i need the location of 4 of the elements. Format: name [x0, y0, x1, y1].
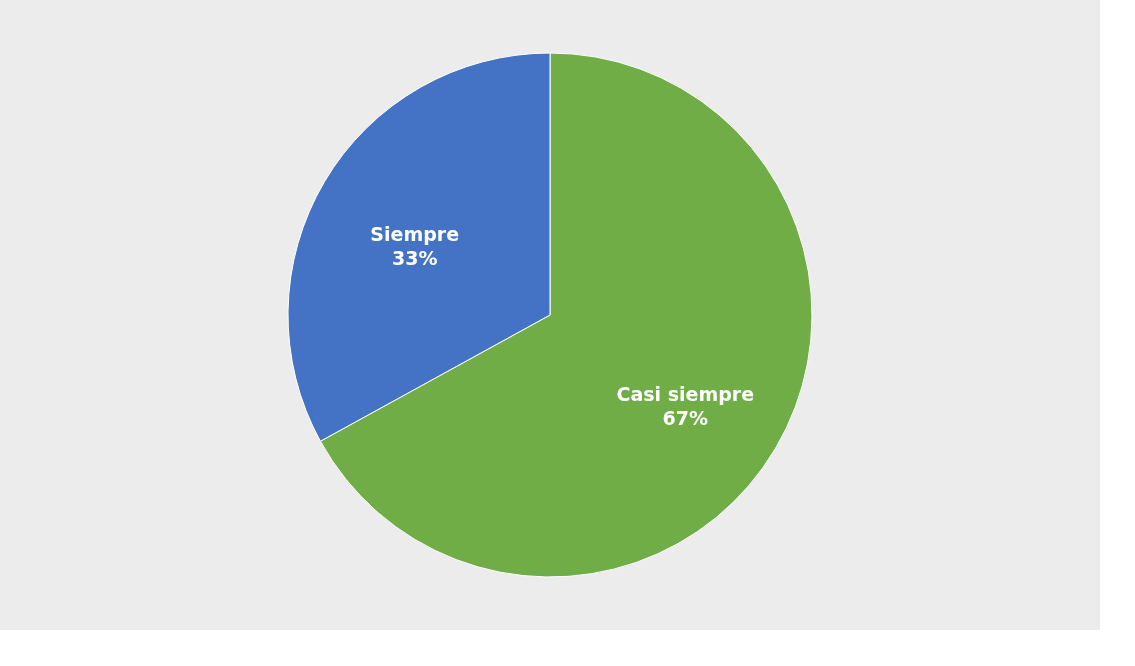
slice-label: Siempre — [370, 222, 460, 245]
slice-label: Casi siempre — [616, 383, 755, 406]
data-label: 67% — [662, 407, 709, 430]
data-label: 33% — [391, 246, 438, 269]
